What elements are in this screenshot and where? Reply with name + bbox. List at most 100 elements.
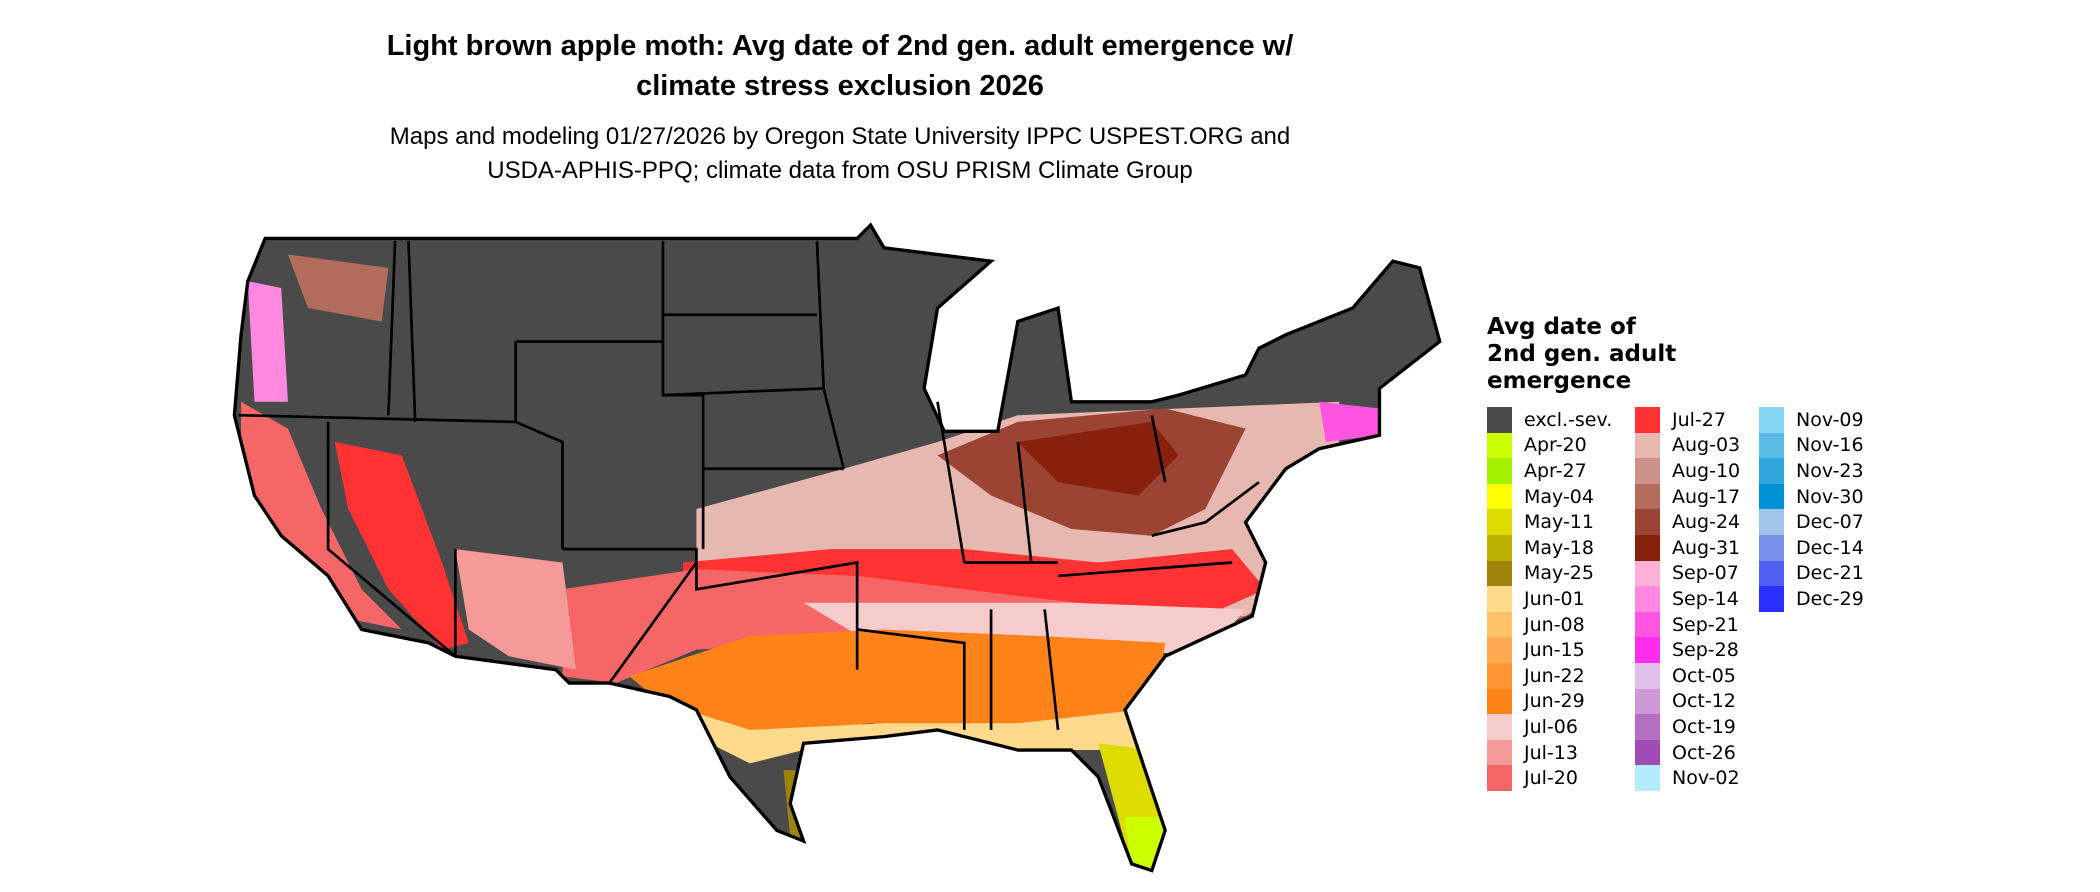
- legend-label: Sep-28: [1672, 639, 1739, 662]
- legend-label: Jul-27: [1672, 408, 1726, 431]
- legend-item: May-11: [1487, 509, 1612, 535]
- legend-item: Dec-14: [1759, 534, 1864, 561]
- legend-swatch: [1487, 560, 1512, 587]
- legend-swatch: [1635, 432, 1660, 459]
- zone-jul27: [683, 549, 1266, 617]
- legend-label: Nov-02: [1672, 767, 1740, 790]
- legend-item: Nov-02: [1635, 765, 1740, 791]
- legend-item: Aug-24: [1635, 509, 1740, 535]
- legend-swatch: [1635, 509, 1660, 535]
- legend-swatch: [1635, 458, 1660, 484]
- legend-item: Aug-17: [1635, 483, 1741, 510]
- legend-item: Dec-21: [1759, 560, 1864, 587]
- legend-item: Sep-07: [1635, 560, 1740, 587]
- legend-swatch: [1759, 534, 1784, 561]
- legend-swatch: [1487, 637, 1512, 663]
- legend-swatch: [1759, 407, 1784, 433]
- legend-swatch: [1487, 586, 1512, 612]
- legend-swatch: [1487, 765, 1512, 791]
- legend-label: Jun-08: [1524, 613, 1585, 636]
- legend-item: May-25: [1487, 560, 1612, 587]
- map-subtitle: Maps and modeling 01/27/2026 by Oregon S…: [240, 120, 1440, 188]
- legend-label: May-04: [1524, 485, 1594, 508]
- legend-label: Dec-07: [1796, 511, 1864, 534]
- legend-title-line: Avg date of: [1487, 314, 1636, 340]
- legend-swatch: [1759, 586, 1784, 612]
- legend-swatch: [1635, 586, 1660, 612]
- legend-item: Jun-22: [1487, 662, 1612, 689]
- legend-swatch: [1487, 483, 1512, 510]
- legend-swatch: [1487, 407, 1512, 433]
- legend-item: Nov-23: [1759, 458, 1864, 484]
- map-title: Light brown apple moth: Avg date of 2nd …: [240, 26, 1440, 106]
- zone-pnw-pink: [247, 281, 288, 402]
- legend-label: Aug-17: [1672, 485, 1741, 508]
- legend-column-2: Jul-27 Aug-03 Aug-10 Aug-17 Aug-24 Aug-31 Sep-…: [1635, 407, 1740, 791]
- legend-swatch: [1487, 509, 1512, 535]
- legend-item: May-18: [1487, 534, 1612, 561]
- legend-label: Aug-31: [1672, 536, 1741, 559]
- legend-item: Sep-28: [1635, 637, 1740, 663]
- legend-swatch: [1635, 765, 1660, 791]
- legend-item: Jun-08: [1487, 611, 1612, 638]
- legend-item: Aug-31: [1635, 534, 1741, 561]
- legend-swatch: [1635, 534, 1660, 561]
- legend-item: Apr-20: [1487, 432, 1612, 459]
- legend-label: Dec-21: [1796, 562, 1864, 585]
- legend-item: Oct-19: [1635, 714, 1740, 740]
- legend-label: Aug-24: [1672, 511, 1741, 534]
- legend-swatch: [1635, 560, 1660, 587]
- legend-label: May-25: [1524, 562, 1594, 585]
- legend-swatch: [1487, 662, 1512, 689]
- zone-wa-brown: [287, 254, 389, 322]
- zone-jun01: [642, 696, 1152, 764]
- map-subtitle-line1: Maps and modeling 01/27/2026 by Oregon S…: [389, 123, 1291, 150]
- legend-item: Oct-05: [1635, 662, 1740, 689]
- legend-label: Nov-23: [1796, 459, 1864, 482]
- legend-label: Oct-19: [1672, 715, 1736, 738]
- legend-swatch: [1635, 407, 1660, 433]
- legend-item: Jun-15: [1487, 637, 1612, 663]
- legend-item: Dec-07: [1759, 509, 1864, 535]
- legend-swatch: [1635, 688, 1660, 715]
- legend-label: Jul-06: [1524, 715, 1578, 738]
- legend-item: Nov-16: [1759, 432, 1864, 459]
- legend-swatch: [1759, 483, 1784, 510]
- legend-swatch: [1487, 432, 1512, 459]
- zone-jun29: [629, 629, 1166, 737]
- legend-swatch: [1487, 688, 1512, 715]
- map-title-line1: Light brown apple moth: Avg date of 2nd …: [386, 30, 1294, 62]
- legend-item: Jun-01: [1487, 586, 1612, 612]
- legend-label: Sep-07: [1672, 562, 1739, 585]
- legend-title-line: emergence: [1487, 368, 1632, 394]
- legend-label: Oct-26: [1672, 741, 1736, 764]
- legend-label: May-18: [1524, 536, 1594, 559]
- legend-label: Jul-20: [1524, 767, 1578, 790]
- legend-item: Apr-27: [1487, 458, 1612, 484]
- map-title-line2: climate stress exclusion 2026: [636, 70, 1044, 102]
- legend-swatch: [1759, 560, 1784, 587]
- legend-item: Oct-26: [1635, 739, 1740, 766]
- legend-item: May-04: [1487, 483, 1612, 510]
- legend-label: Jul-13: [1524, 741, 1578, 764]
- legend-label: Aug-10: [1672, 459, 1741, 482]
- legend-label: Apr-20: [1524, 434, 1587, 457]
- legend-swatch: [1635, 739, 1660, 766]
- legend-label: Sep-21: [1672, 613, 1739, 636]
- legend-label: Jun-22: [1524, 664, 1585, 687]
- legend-label: Aug-03: [1672, 434, 1741, 457]
- legend-item: Jul-27: [1635, 407, 1740, 433]
- legend-swatch: [1487, 458, 1512, 484]
- legend-swatch: [1487, 534, 1512, 561]
- legend-item: Jul-13: [1487, 739, 1612, 766]
- legend-label: May-11: [1524, 511, 1594, 534]
- zone-northeast-pink: [1319, 401, 1380, 442]
- legend-item: excl.-sev.: [1487, 407, 1612, 433]
- legend-title: Avg date of 2nd gen. adult emergence: [1487, 314, 1676, 395]
- legend-swatch: [1635, 483, 1660, 510]
- legend-title-line: 2nd gen. adult: [1487, 341, 1677, 367]
- legend-label: Oct-12: [1672, 690, 1736, 713]
- legend-label: Jun-01: [1524, 587, 1585, 610]
- legend-item: Jun-29: [1487, 688, 1612, 715]
